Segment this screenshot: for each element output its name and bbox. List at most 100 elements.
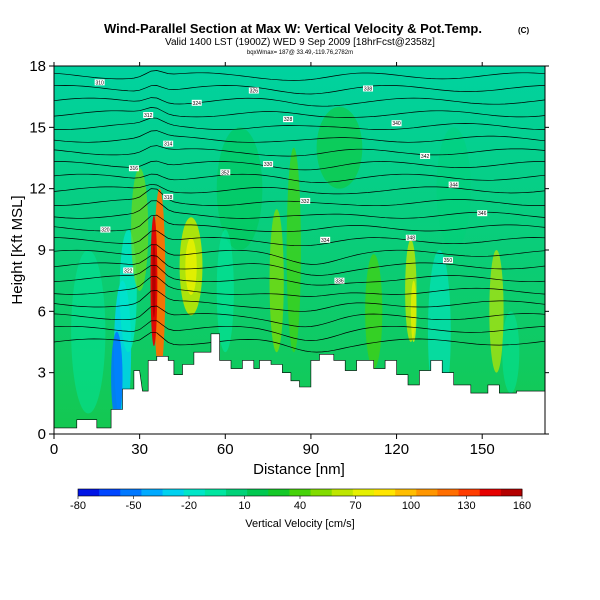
colorbar-swatch bbox=[289, 489, 312, 496]
colorbar-swatch bbox=[458, 489, 481, 496]
x-tick-label: 60 bbox=[217, 441, 234, 458]
colorbar-tick-label: 70 bbox=[349, 500, 361, 512]
colorbar-swatch bbox=[479, 489, 502, 496]
contour-label-text: 328 bbox=[284, 117, 293, 123]
contour-label-text: 320 bbox=[101, 228, 110, 234]
theta-contour-line bbox=[54, 200, 545, 219]
contour-label: 350 bbox=[442, 257, 453, 264]
colorbar-tick-label: 100 bbox=[402, 500, 420, 512]
colorbar-swatch bbox=[310, 489, 333, 496]
colorbar-tick-label: 130 bbox=[457, 500, 475, 512]
contour-label-text: 350 bbox=[444, 258, 453, 264]
colorbar-swatch bbox=[226, 489, 248, 496]
contour-label-text: 334 bbox=[321, 238, 330, 244]
shading-cell bbox=[286, 147, 301, 353]
contour-label-text: 332 bbox=[301, 199, 310, 205]
theta-contour-line bbox=[54, 70, 545, 81]
shading-cell bbox=[152, 243, 156, 318]
contour-label-bg bbox=[477, 210, 488, 217]
contour-label-bg bbox=[405, 234, 416, 241]
shading-cell bbox=[185, 237, 197, 295]
shading-cell bbox=[131, 168, 149, 291]
contour-label: 330 bbox=[263, 161, 274, 168]
copyright-mark: (C) bbox=[518, 26, 529, 35]
shading-cell bbox=[316, 106, 363, 189]
theta-contour-line bbox=[54, 188, 545, 207]
contour-label-text: 310 bbox=[96, 80, 105, 86]
colorbar-swatch bbox=[120, 489, 142, 496]
theta-contour-line bbox=[54, 130, 545, 143]
theta-contour-line bbox=[54, 276, 545, 297]
contour-label: 320 bbox=[100, 226, 111, 234]
colorbar-swatch bbox=[437, 489, 460, 496]
contour-label-bg bbox=[363, 85, 374, 92]
contour-label: 336 bbox=[334, 277, 345, 285]
chart-title: Wind-Parallel Section at Max W: Vertical… bbox=[104, 21, 482, 36]
contour-label: 312 bbox=[143, 112, 154, 119]
theta-contours: 310 312 314 316 318 320 322 324 326 328 330 332 334 3… bbox=[54, 70, 545, 353]
theta-contour-line bbox=[54, 244, 545, 265]
contour-label-text: 322 bbox=[124, 268, 133, 274]
terrain bbox=[54, 333, 545, 434]
contour-label-text: 348 bbox=[407, 236, 416, 242]
contour-label-bg bbox=[191, 99, 202, 106]
contour-label: 342 bbox=[420, 152, 431, 160]
y-tick-label: 12 bbox=[29, 181, 46, 198]
contour-label-bg bbox=[334, 277, 345, 284]
shading-cell bbox=[216, 229, 234, 353]
contour-label-bg bbox=[283, 116, 294, 123]
contour-label: 324 bbox=[191, 99, 202, 107]
contour-label: 326 bbox=[248, 87, 259, 95]
contour-label-text: 340 bbox=[392, 121, 401, 127]
contour-label-text: 316 bbox=[130, 166, 139, 172]
colorbar-swatch bbox=[374, 489, 396, 496]
colorbar-swatch bbox=[395, 489, 417, 496]
colorbar-tick-label: -50 bbox=[126, 500, 142, 512]
theta-contour-line bbox=[54, 173, 545, 183]
colorbar-swatch bbox=[247, 489, 269, 496]
contour-label-bg bbox=[220, 169, 231, 176]
contour-label-text: 344 bbox=[449, 183, 458, 189]
contour-label-text: 338 bbox=[364, 86, 373, 92]
contour-label: 334 bbox=[320, 236, 331, 244]
colorbar-swatch bbox=[268, 489, 290, 496]
shading-cell bbox=[502, 311, 520, 394]
theta-contour-line bbox=[54, 320, 545, 341]
colorbar: -80 -50 -20 10 40 70 100 130 160 bbox=[70, 488, 531, 512]
contour-label: 332 bbox=[300, 197, 311, 205]
contour-label: 338 bbox=[363, 85, 374, 92]
colorbar-tick-label: 10 bbox=[238, 500, 250, 512]
theta-contour-line bbox=[54, 305, 545, 328]
contour-label: 346 bbox=[477, 210, 488, 217]
y-axis-label: Height [Kft MSL] bbox=[9, 195, 26, 304]
theta-contour-line bbox=[54, 290, 545, 312]
colorbar-swatch bbox=[183, 489, 206, 496]
y-tick-label: 9 bbox=[38, 242, 46, 259]
contour-label-bg bbox=[448, 181, 459, 188]
x-axis: 0 30 60 90 120 150 bbox=[50, 62, 495, 458]
colorbar-swatch bbox=[204, 489, 227, 496]
theta-contour-line bbox=[54, 214, 545, 233]
theta-contour-line bbox=[54, 117, 545, 130]
shading-cell bbox=[436, 127, 471, 250]
shading-cell bbox=[111, 331, 123, 422]
y-tick-label: 15 bbox=[29, 119, 46, 136]
theta-contour-line bbox=[54, 264, 545, 286]
contour-label-bg bbox=[263, 161, 274, 168]
y-tick-label: 3 bbox=[38, 365, 46, 382]
contour-label-bg bbox=[248, 87, 259, 94]
y-axis: 0 3 6 9 12 15 18 bbox=[29, 58, 549, 443]
contour-label-bg bbox=[391, 120, 402, 127]
contour-label-bg bbox=[420, 152, 431, 159]
contour-label-text: 336 bbox=[335, 279, 344, 285]
contour-label: 322 bbox=[123, 267, 134, 274]
contour-label-text: 330 bbox=[264, 162, 273, 168]
colorbar-tick-label: 40 bbox=[294, 500, 306, 512]
contour-label: 318 bbox=[163, 193, 174, 201]
contour-label-text: 346 bbox=[478, 211, 487, 217]
colorbar-tick-label: -80 bbox=[70, 500, 86, 512]
contour-label-text: 324 bbox=[193, 101, 202, 107]
x-tick-label: 150 bbox=[470, 441, 495, 458]
theta-contour-line bbox=[54, 97, 545, 107]
